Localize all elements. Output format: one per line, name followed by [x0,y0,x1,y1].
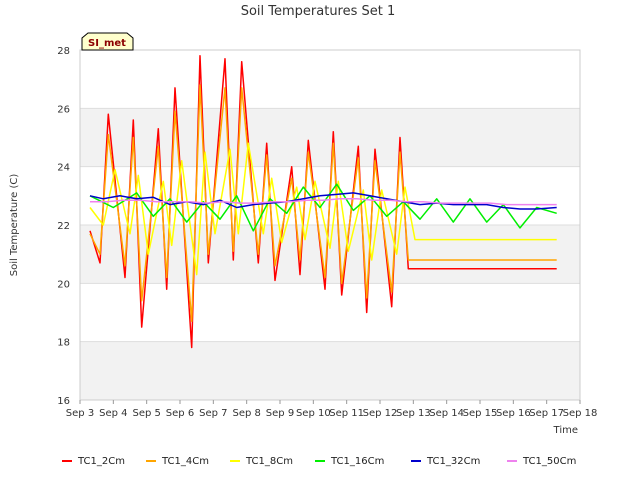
plot-band [80,341,580,400]
x-tick-label: Sep 6 [166,408,194,419]
x-axis-label: Time [553,425,578,436]
x-tick-label: Sep 15 [463,408,498,419]
legend: TC1_2Cm TC1_4Cm TC1_8Cm TC1_16Cm TC1_32Cm TC1… [62,456,576,467]
series-line-tc1-2cm [89,55,557,349]
x-tick-label: Sep 8 [232,408,260,419]
y-tick-label: 28 [57,46,70,57]
station-badge: SI_met [81,32,134,51]
series-line-tc1-50cm [90,198,557,206]
x-tick-label: Sep 13 [396,408,431,419]
x-tick-label: Sep 14 [429,408,464,419]
x-tick-label: Sep 12 [363,408,398,419]
series-line-tc1-8cm [89,142,557,276]
y-tick-label: 22 [57,221,70,232]
plot-band [80,225,580,284]
y-tick-label: 16 [57,396,70,407]
x-tick-label: Sep 7 [199,408,227,419]
y-tick-label: 20 [57,279,70,290]
legend-label: TC1_32Cm [426,456,480,467]
legend-label: TC1_8Cm [245,456,293,467]
legend-label: TC1_50Cm [522,456,576,467]
y-tick-label: 24 [57,163,70,174]
plot-bands [80,50,580,400]
legend-label: TC1_4Cm [161,456,209,467]
series-line-tc1-4cm [89,84,557,323]
x-tick-label: Sep 11 [329,408,364,419]
x-tick-label: Sep 5 [132,408,160,419]
series-layer [89,55,557,349]
x-tick-label: Sep 10 [296,408,331,419]
x-tick-label: Sep 18 [563,408,598,419]
y-axis-ticks: 16 18 20 22 24 26 28 [57,46,70,407]
x-tick-label: Sep 9 [266,408,294,419]
plot-area-border [79,49,581,401]
chart-title: Soil Temperatures Set 1 [241,4,396,19]
legend-label: TC1_2Cm [77,456,125,467]
y-axis-label: Soil Temperature (C) [9,174,20,277]
plot-band [80,50,580,109]
station-badge-label: SI_met [88,38,126,49]
x-tick-label: Sep 3 [66,408,94,419]
plot-band [80,108,580,167]
x-axis-ticks: Sep 3 Sep 4 Sep 5 Sep 6 Sep 7 Sep 8 Sep 9 Sep 1… [66,400,598,419]
y-tick-label: 26 [57,104,70,115]
legend-label: TC1_16Cm [330,456,384,467]
x-tick-label: Sep 17 [529,408,564,419]
y-tick-label: 18 [57,338,70,349]
x-tick-label: Sep 16 [496,408,531,419]
plot-band [80,283,580,342]
x-tick-label: Sep 4 [99,408,127,419]
